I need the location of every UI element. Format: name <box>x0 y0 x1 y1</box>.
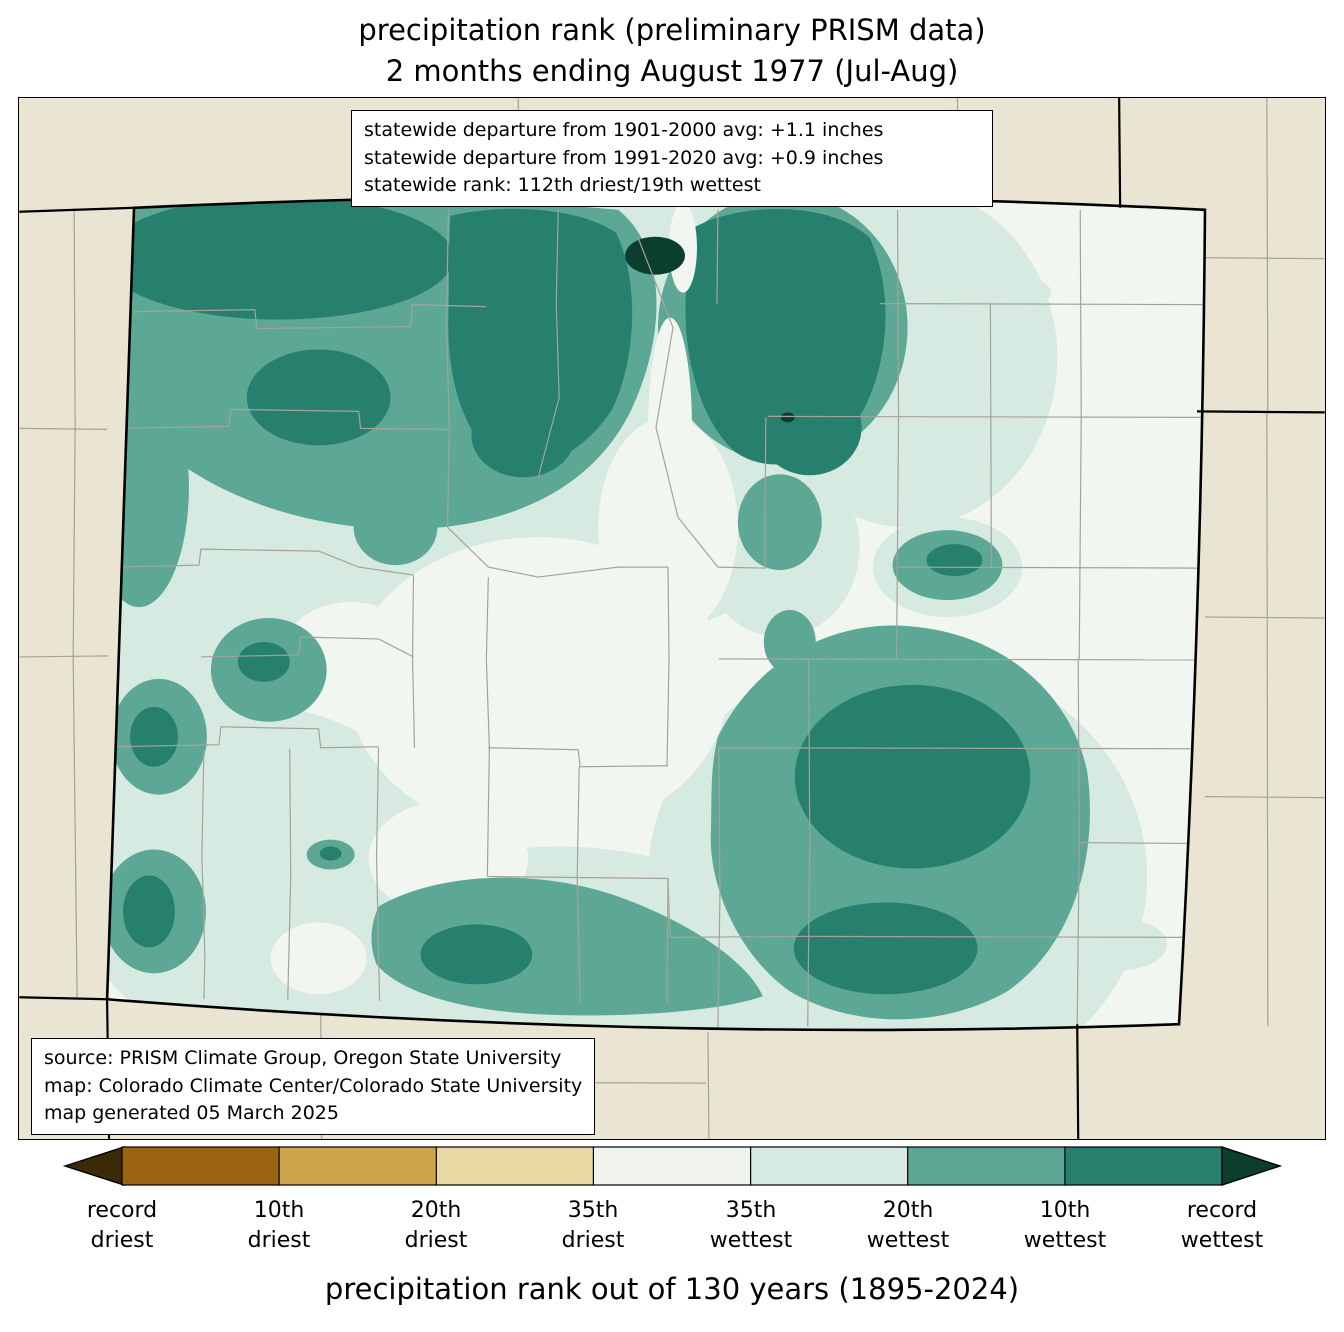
source-line-1: source: PRISM Climate Group, Oregon Stat… <box>44 1047 562 1069</box>
label-10th-wettest: 10th wettest <box>1023 1198 1107 1253</box>
label-20th-wettest: 20th wettest <box>866 1198 950 1253</box>
colorbar-segment-20th-driest <box>278 1146 438 1186</box>
colorbar-segment-10th-wettest <box>1064 1146 1223 1186</box>
colorbar-segment-35th-wettest <box>749 1146 909 1186</box>
colorbar-record-driest-arrow <box>62 1146 125 1186</box>
colorbar-segment-10th-driest <box>121 1146 281 1186</box>
stats-line-3: statewide rank: 112th driest/19th wettes… <box>364 174 761 197</box>
title-line-1: precipitation rank (preliminary PRISM da… <box>358 13 986 47</box>
source-line-3: map generated 05 March 2025 <box>44 1102 339 1125</box>
colorbar-segment-20th-wettest <box>907 1146 1066 1186</box>
stats-line-2: statewide departure from 1991-2020 avg: … <box>364 146 884 169</box>
contour-gap-strip <box>648 202 697 538</box>
source-attribution-box: source: PRISM Climate Group, Oregon Stat… <box>31 1038 596 1135</box>
statewide-stats-box: statewide departure from 1901-2000 avg: … <box>351 110 993 207</box>
title-line-2: 2 months ending August 1977 (Jul-Aug) <box>385 54 959 89</box>
colorbar-record-wettest-arrow <box>1221 1146 1283 1186</box>
contour-near-normal <box>270 417 738 995</box>
colorbar-segment-near-normal <box>592 1146 752 1186</box>
stats-line-1: statewide departure from 1901-2000 avg: … <box>364 119 884 141</box>
label-record-driest: record driest <box>86 1198 158 1253</box>
map-frame: statewide departure from 1901-2000 avg: … <box>18 97 1326 1140</box>
map-title: precipitation rank (preliminary PRISM da… <box>0 10 1344 92</box>
label-record-wettest: record wettest <box>1180 1198 1264 1253</box>
label-10th-driest: 10th driest <box>247 1198 311 1253</box>
colorbar-segment-35th-driest <box>435 1146 595 1186</box>
label-20th-driest: 20th driest <box>404 1198 468 1253</box>
precipitation-map <box>19 98 1325 1139</box>
colorado-precip-fill <box>107 195 1205 1030</box>
contour-dark-10th-wettest <box>107 195 1031 995</box>
contour-record-wettest <box>625 236 795 423</box>
label-35th-driest: 35th driest <box>561 1198 625 1253</box>
colorado-county-lines <box>109 209 1203 1029</box>
label-35th-wettest: 35th wettest <box>709 1198 793 1253</box>
precip-rank-colorbar <box>62 1146 1283 1186</box>
colorbar-caption: precipitation rank out of 130 years (189… <box>324 1272 1020 1306</box>
colorbar-labels: record driest 10th driest 20th driest 35… <box>0 1196 1344 1266</box>
source-line-2: map: Colorado Climate Center/Colorado St… <box>44 1074 583 1097</box>
